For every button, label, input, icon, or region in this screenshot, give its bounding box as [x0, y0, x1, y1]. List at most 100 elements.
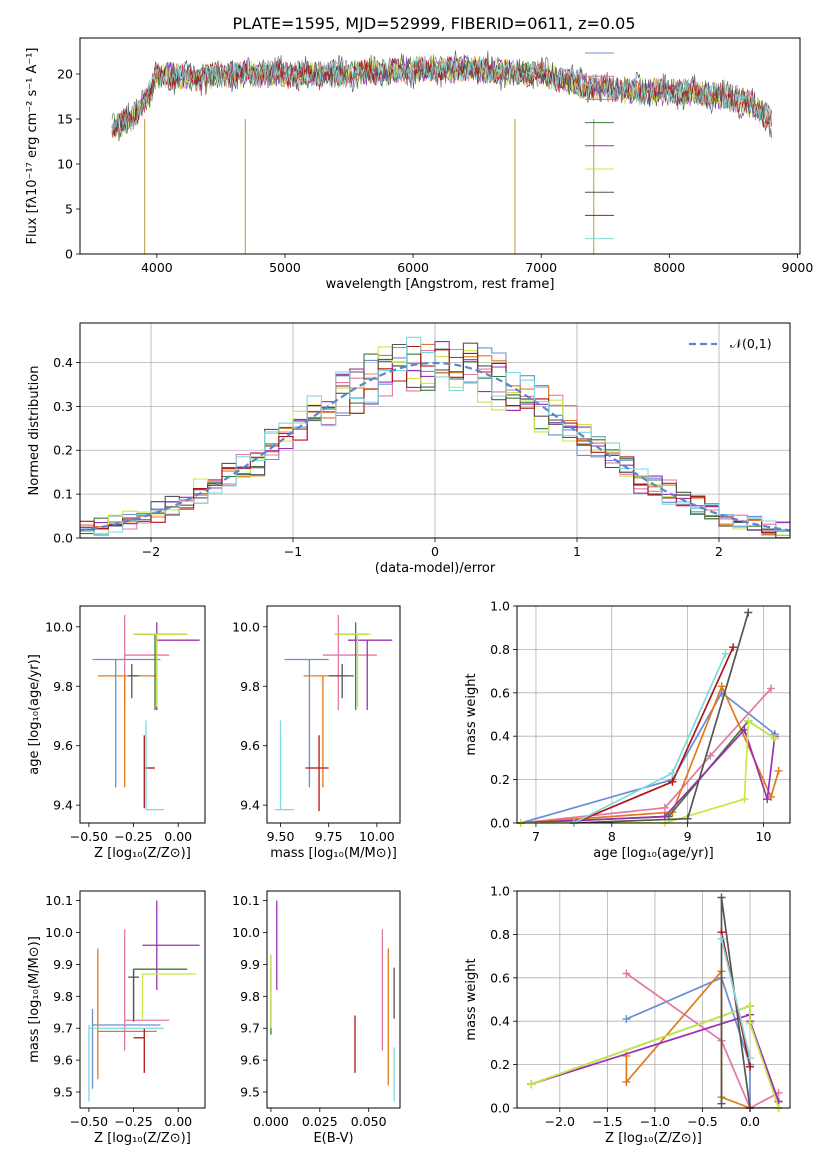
x-axis-label: E(B-V) — [313, 1131, 353, 1146]
y-tick-label: 9.5 — [240, 1085, 260, 1100]
plus-marker — [746, 1019, 755, 1028]
x-tick-label: 8 — [608, 829, 616, 844]
plus-marker — [683, 814, 692, 823]
x-tick-label: 4000 — [141, 260, 173, 275]
x-tick-label: −0.25 — [114, 1114, 152, 1129]
x-tick-label: −0.50 — [70, 1114, 108, 1129]
residuals-panel — [76, 322, 791, 542]
x-tick-label: −1.5 — [592, 1114, 622, 1129]
x-tick-label: 0 — [431, 544, 439, 559]
x-tick-label: −2.0 — [545, 1114, 575, 1129]
plus-marker — [668, 769, 677, 778]
y-tick-label: 10.1 — [232, 893, 260, 908]
y-tick-label: 0.8 — [490, 642, 510, 657]
axes-frame — [266, 605, 401, 824]
x-tick-label: 5000 — [269, 260, 301, 275]
y-tick-label: 0.4 — [490, 1014, 510, 1029]
y-axis-label: Normed distribution — [27, 366, 42, 496]
y-tick-label: 0.6 — [490, 970, 510, 985]
y-tick-label: 15 — [57, 112, 73, 127]
plus-marker — [744, 608, 753, 617]
y-tick-label: 20 — [57, 67, 73, 82]
y-tick-label: 10.1 — [45, 893, 73, 908]
weight-series-line — [573, 646, 734, 823]
x-tick-label: 0.0 — [740, 1114, 760, 1129]
x-axis-label: mass [log₁₀(M/M⊙)] — [270, 846, 397, 861]
mass-vs-Z-panel — [76, 890, 206, 1112]
plus-marker — [746, 1054, 755, 1063]
x-axis-label: age [log₁₀(age/yr)] — [593, 846, 714, 861]
weight-series-line — [625, 972, 779, 1108]
plus-marker — [622, 1015, 631, 1024]
y-tick-label: 1.0 — [490, 599, 510, 614]
x-tick-label: 9.75 — [315, 829, 343, 844]
y-tick-label: 9.6 — [240, 1053, 260, 1068]
y-tick-label: 0.2 — [53, 443, 73, 458]
axes-frame — [79, 890, 206, 1109]
y-tick-label: 9.4 — [240, 798, 260, 813]
axes-frame — [516, 890, 791, 1109]
plus-marker — [527, 1080, 536, 1089]
spectrum-series-line — [111, 55, 772, 136]
x-tick-label: 7 — [532, 829, 540, 844]
weight-series-line — [573, 653, 727, 823]
spectrum-series-line — [111, 50, 772, 142]
y-tick-label: 0.3 — [53, 399, 73, 414]
y-tick-label: 9.6 — [53, 738, 73, 753]
y-tick-label: 0.6 — [490, 685, 510, 700]
plus-marker — [622, 1077, 631, 1086]
plus-marker — [622, 969, 631, 978]
x-tick-label: 0.00 — [164, 829, 192, 844]
y-tick-label: 9.7 — [240, 1021, 260, 1036]
y-tick-label: 0.1 — [53, 487, 73, 502]
plus-marker — [729, 643, 738, 652]
x-tick-label: 0.025 — [302, 1114, 338, 1129]
y-tick-label: 5 — [65, 202, 73, 217]
y-tick-label: 9.6 — [240, 738, 260, 753]
y-tick-label: 1.0 — [490, 884, 510, 899]
x-axis-label: Z [log₁₀(Z/Z⊙)] — [94, 1131, 191, 1146]
x-tick-label: 10 — [756, 829, 772, 844]
y-axis-label: age [log₁₀(age/yr)] — [27, 654, 42, 775]
y-tick-label: 9.9 — [53, 957, 73, 972]
y-tick-label: 9.6 — [53, 1053, 73, 1068]
x-axis-label: Z [log₁₀(Z/Z⊙)] — [605, 1131, 702, 1146]
x-tick-label: 0.00 — [164, 1114, 192, 1129]
y-tick-label: 0 — [65, 247, 73, 262]
y-tick-label: 10.0 — [232, 925, 260, 940]
plus-marker — [668, 777, 677, 786]
x-axis-label: (data-model)/error — [375, 561, 496, 576]
x-tick-label: −1.0 — [640, 1114, 670, 1129]
weight-series-line — [573, 612, 750, 823]
y-tick-label: 0.8 — [490, 927, 510, 942]
age-vs-mass-panel — [263, 605, 401, 827]
weight-series-line — [531, 1004, 780, 1108]
histogram-step — [80, 342, 790, 534]
x-tick-label: 9.50 — [267, 829, 295, 844]
y-tick-label: 10 — [57, 157, 73, 172]
plus-marker — [721, 649, 730, 658]
y-tick-label: 0.2 — [490, 1057, 510, 1072]
x-tick-label: −0.25 — [114, 829, 152, 844]
y-tick-label: 0.0 — [53, 531, 73, 546]
x-tick-label: 8000 — [653, 260, 685, 275]
plus-marker — [763, 795, 772, 804]
plus-marker — [740, 795, 749, 804]
x-tick-label: 2 — [715, 544, 723, 559]
x-tick-label: −0.50 — [70, 829, 108, 844]
plus-marker — [717, 893, 726, 902]
plus-marker — [706, 751, 715, 760]
y-axis-label: mass [log₁₀(M/M⊙)] — [27, 936, 42, 1063]
axes-frame — [79, 322, 791, 539]
histogram-step — [80, 336, 790, 535]
axes-frame — [266, 890, 401, 1109]
x-tick-label: −1 — [284, 544, 302, 559]
y-axis-label: Flux [fλ10⁻¹⁷ erg cm⁻² s⁻¹ A⁻¹] — [25, 48, 40, 245]
x-axis-label: Z [log₁₀(Z/Z⊙)] — [94, 846, 191, 861]
spectrum-series-line — [111, 56, 772, 138]
plus-marker — [774, 766, 783, 775]
legend-label: 𝒩(0,1) — [730, 336, 772, 351]
y-tick-label: 0.0 — [490, 1101, 510, 1116]
y-axis-label: mass weight — [464, 673, 479, 755]
y-tick-label: 9.8 — [53, 679, 73, 694]
